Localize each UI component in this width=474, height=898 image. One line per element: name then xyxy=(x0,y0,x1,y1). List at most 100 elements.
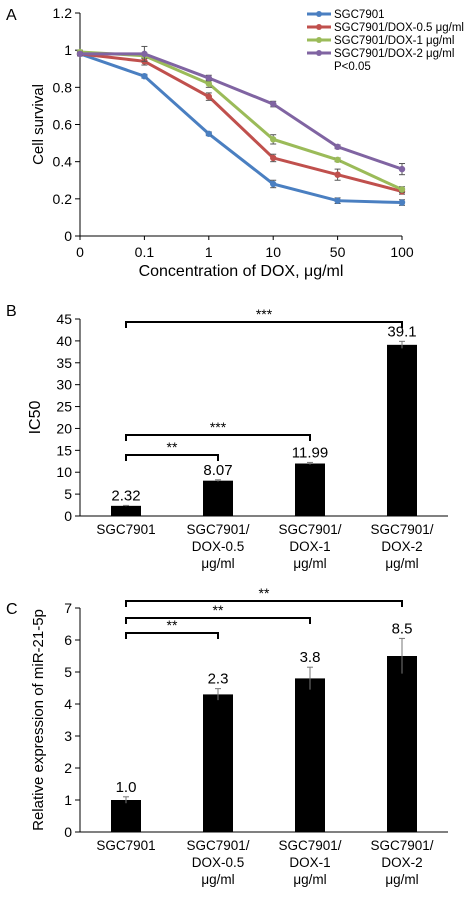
y-tick-label: 2 xyxy=(64,760,72,776)
data-point xyxy=(398,186,406,193)
significance-marker: ** xyxy=(167,439,178,455)
y-tick-label: 45 xyxy=(56,311,72,327)
bar xyxy=(111,800,141,832)
data-point xyxy=(270,180,277,188)
y-tick-label: 1 xyxy=(64,792,72,808)
significance-marker: ** xyxy=(213,602,224,618)
legend-marker xyxy=(316,50,322,56)
y-tick-label: 0 xyxy=(64,508,72,524)
panel-b-bar-chart: B 0 5 10 15 20 25 30 35 40 45 IC50 2.32 SGC7901 8.07 SG… xyxy=(0,290,474,588)
x-tick-label: 10 xyxy=(265,244,281,260)
y-tick-label: 35 xyxy=(56,355,72,371)
significance-bracket xyxy=(125,617,311,624)
data-point xyxy=(270,154,277,162)
category-label: SGC7901 xyxy=(96,838,155,853)
series-line xyxy=(80,52,403,171)
y-tick-label: 0.2 xyxy=(53,191,73,207)
panel-label: C xyxy=(6,601,18,618)
category-label: SGC7901/DOX-1 μg/ml xyxy=(278,522,341,571)
x-tick-label: 0 xyxy=(76,244,84,260)
value-label: 8.07 xyxy=(203,462,232,479)
data-point xyxy=(398,199,406,206)
data-point xyxy=(76,50,84,58)
y-tick-label: 0.4 xyxy=(53,154,73,170)
data-point xyxy=(205,80,212,87)
data-point xyxy=(334,143,341,150)
ic50-chart: B 0 5 10 15 20 25 30 35 40 45 IC50 2.32 SGC7901 8.07 SG… xyxy=(6,303,448,571)
y-tick-label: 25 xyxy=(56,399,72,415)
legend-marker xyxy=(316,11,322,17)
y-axis-title: IC50 xyxy=(27,401,44,435)
x-tick-label: 0.1 xyxy=(135,244,155,260)
significance-marker: ** xyxy=(167,617,178,633)
value-label: 3.8 xyxy=(300,649,321,666)
significance-marker: ** xyxy=(259,588,270,601)
data-point xyxy=(141,72,148,80)
y-tick-label: 40 xyxy=(56,333,72,349)
category-label: SGC7901/DOX-0.5 μg/ml xyxy=(186,522,249,571)
data-point xyxy=(398,165,406,173)
y-tick-label: 6 xyxy=(64,632,72,648)
bar xyxy=(111,505,141,516)
significance-marker: *** xyxy=(256,306,273,322)
y-tick-label: 1 xyxy=(64,42,72,58)
x-tick-label: 100 xyxy=(390,244,414,260)
data-point xyxy=(205,130,212,137)
data-point xyxy=(205,74,212,82)
value-label: 39.1 xyxy=(387,323,416,340)
y-axis-title: Cell survival xyxy=(30,84,47,165)
significance-bracket xyxy=(125,321,403,328)
p-value-note: P<0.05 xyxy=(334,61,371,73)
y-tick-label: 15 xyxy=(56,442,72,458)
y-tick-label: 0 xyxy=(64,228,72,244)
significance-marker: *** xyxy=(210,419,227,435)
data-point xyxy=(334,171,341,178)
panel-label: B xyxy=(6,303,17,320)
data-point xyxy=(334,156,341,164)
significance-bracket xyxy=(125,454,219,461)
bar xyxy=(203,694,233,832)
bar xyxy=(203,480,233,516)
x-tick-label: 50 xyxy=(330,244,346,260)
y-tick-label: 1.2 xyxy=(53,5,73,21)
legend-entry: SGC7901/DOX-1 μg/ml xyxy=(334,35,454,47)
series-line xyxy=(79,52,403,205)
value-label: 1.0 xyxy=(116,779,137,796)
legend-entry: SGC7901 xyxy=(334,9,385,21)
y-tick-label: 5 xyxy=(64,664,72,680)
legend-entry: SGC7901/DOX-0.5 μg/ml xyxy=(334,22,464,34)
y-tick-label: 0.8 xyxy=(53,79,73,95)
series-line xyxy=(79,52,403,193)
y-tick-label: 7 xyxy=(64,600,72,616)
legend-entry: SGC7901/DOX-2 μg/ml xyxy=(334,48,454,60)
category-label: SGC7901/DOX-2 μg/ml xyxy=(370,838,433,887)
legend-marker xyxy=(316,37,322,43)
category-label: SGC7901/DOX-1 μg/ml xyxy=(278,838,341,887)
cell-survival-chart: A 0 0.2 0.4 0.6 0.8 1 1.2 0 0.1 1 10 50 100 Cell survi… xyxy=(6,5,464,280)
data-point xyxy=(270,136,277,143)
category-label: SGC7901 xyxy=(96,522,155,537)
data-point xyxy=(141,50,148,58)
value-label: 2.3 xyxy=(208,671,229,688)
data-point xyxy=(334,197,341,204)
y-tick-label: 3 xyxy=(64,728,72,744)
value-label: 8.5 xyxy=(392,620,413,637)
y-tick-label: 0.6 xyxy=(53,117,73,133)
bar xyxy=(387,344,417,516)
y-tick-label: 30 xyxy=(56,377,72,393)
y-tick-label: 0 xyxy=(64,824,72,840)
bar xyxy=(387,656,417,832)
bar xyxy=(295,463,325,516)
panel-c-bar-chart: C 0 1 2 3 4 5 6 7 Relative expression of miR-21-5… xyxy=(0,588,474,898)
value-label: 11.99 xyxy=(292,444,328,461)
data-point xyxy=(270,100,277,108)
panel-label: A xyxy=(6,7,17,24)
y-tick-label: 4 xyxy=(64,696,72,712)
y-tick-label: 10 xyxy=(56,464,72,480)
x-axis-title: Concentration of DOX, μg/ml xyxy=(139,263,344,280)
legend-marker xyxy=(316,24,322,30)
x-tick-label: 1 xyxy=(205,244,213,260)
significance-bracket xyxy=(125,434,311,441)
panel-a-line-chart: A 0 0.2 0.4 0.6 0.8 1 1.2 0 0.1 1 10 50 100 Cell survi… xyxy=(0,0,474,290)
y-tick-label: 5 xyxy=(64,486,72,502)
